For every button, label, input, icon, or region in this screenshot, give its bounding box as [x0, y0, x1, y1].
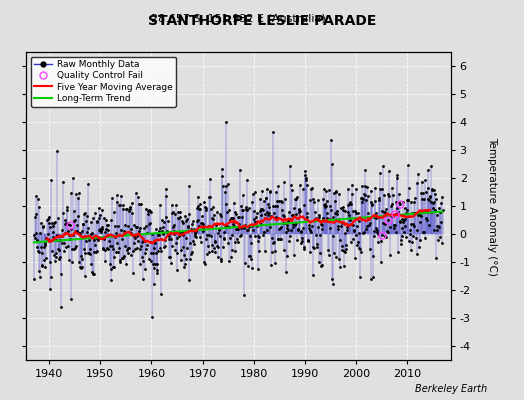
Title: 28.657 S, 151.932 E (Australia): 28.657 S, 151.932 E (Australia): [151, 14, 326, 24]
Text: STANTHORPE LESLIE PARADE: STANTHORPE LESLIE PARADE: [148, 14, 376, 28]
Text: Berkeley Earth: Berkeley Earth: [415, 384, 487, 394]
Y-axis label: Temperature Anomaly (°C): Temperature Anomaly (°C): [487, 136, 497, 276]
Legend: Raw Monthly Data, Quality Control Fail, Five Year Moving Average, Long-Term Tren: Raw Monthly Data, Quality Control Fail, …: [31, 56, 176, 106]
